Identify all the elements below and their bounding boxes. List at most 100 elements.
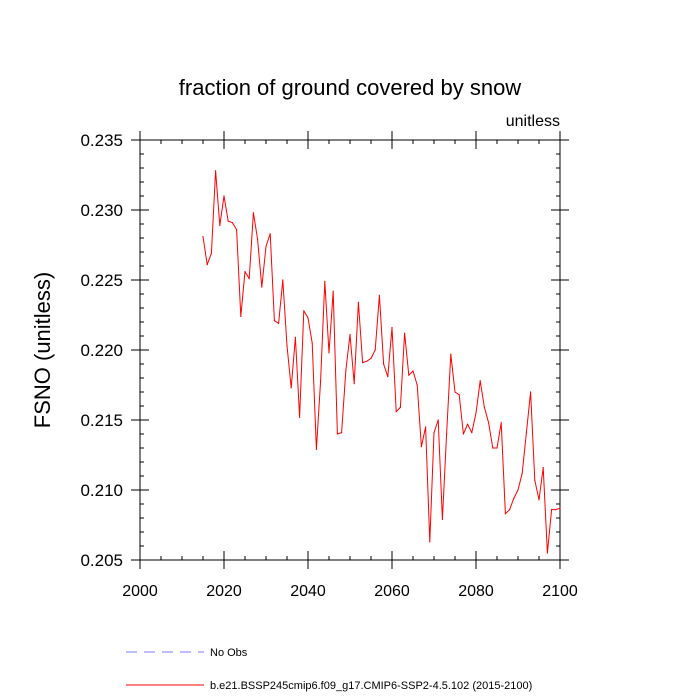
data-point — [370, 357, 372, 359]
data-point — [441, 518, 443, 521]
data-point — [341, 432, 343, 434]
data-point — [479, 380, 481, 382]
data-point — [282, 279, 284, 281]
data-point — [404, 332, 406, 334]
data-point — [278, 322, 280, 324]
data-point — [551, 509, 553, 511]
data-point — [462, 433, 464, 435]
data-point — [500, 422, 502, 424]
data-point — [483, 406, 485, 408]
y-tick-label: 0.225 — [80, 271, 123, 290]
data-point — [530, 391, 532, 393]
legend-label: b.e21.BSSP245cmip6.f09_g17.CMIP6-SSP2-4.… — [210, 680, 532, 692]
data-point — [412, 370, 414, 372]
data-point — [320, 380, 322, 382]
data-point — [248, 278, 250, 280]
data-point — [307, 317, 309, 319]
data-point — [202, 236, 204, 238]
data-point — [387, 376, 389, 378]
x-tick-label: 2020 — [206, 583, 242, 600]
data-point — [315, 448, 317, 450]
data-point — [299, 416, 301, 418]
legend-label: No Obs — [210, 647, 248, 659]
data-point — [496, 447, 498, 449]
chart-title: fraction of ground covered by snow — [179, 75, 522, 100]
data-point — [311, 342, 313, 344]
data-point — [429, 541, 431, 543]
data-point — [273, 320, 275, 322]
data-point — [215, 170, 217, 172]
data-point — [408, 374, 410, 376]
data-point — [454, 391, 456, 393]
data-point — [353, 383, 355, 385]
data-point — [265, 245, 267, 247]
data-point — [303, 310, 305, 312]
data-point — [345, 370, 347, 372]
data-point — [446, 433, 448, 435]
data-point — [559, 507, 561, 509]
data-point — [269, 233, 271, 235]
data-point — [509, 509, 511, 511]
data-point — [286, 345, 288, 347]
data-point — [546, 552, 549, 554]
data-point — [328, 352, 330, 354]
x-tick-label: 2060 — [374, 583, 410, 600]
data-point — [525, 432, 528, 434]
data-point — [332, 290, 334, 292]
data-point — [555, 509, 557, 511]
data-point — [349, 334, 351, 336]
x-tick-label: 2080 — [458, 583, 494, 600]
x-tick-label: 2040 — [290, 583, 326, 600]
data-point — [362, 362, 364, 364]
legend: No Obs b.e21.BSSP245cmip6.f09_g17.CMIP6-S… — [126, 647, 532, 692]
y-axis-label: FSNO (unitless) — [30, 272, 55, 428]
series-line — [202, 170, 561, 554]
data-point — [366, 360, 368, 362]
data-point — [383, 363, 385, 365]
data-point — [244, 271, 246, 273]
y-tick-label: 0.220 — [80, 341, 123, 360]
data-point — [290, 387, 292, 389]
data-point — [336, 433, 338, 435]
x-tick-label: 2100 — [542, 583, 578, 600]
data-point — [395, 411, 397, 413]
data-point — [210, 252, 212, 254]
data-point — [467, 423, 469, 425]
data-point — [223, 195, 225, 197]
data-point — [236, 229, 238, 231]
y-tick-label: 0.210 — [80, 481, 123, 500]
y-tick-label: 0.215 — [80, 411, 123, 430]
data-point — [425, 426, 427, 428]
data-point — [492, 447, 494, 449]
y-tick-label: 0.235 — [80, 131, 123, 150]
data-point — [416, 384, 418, 386]
data-point — [294, 336, 296, 338]
y-tick-label: 0.205 — [80, 551, 123, 570]
axis-ticks: 2000 2020 2040 2060 2080 2100 0.205 0.210 0.215 0… — [80, 131, 578, 600]
units-label: unitless — [506, 113, 560, 130]
data-point — [534, 479, 536, 481]
data-point — [488, 422, 490, 424]
data-point — [374, 349, 376, 351]
data-point — [252, 212, 254, 214]
data-series — [202, 170, 561, 554]
data-point — [521, 472, 523, 474]
data-point — [437, 419, 439, 421]
data-point — [206, 264, 208, 266]
data-point — [471, 432, 473, 434]
y-tick-label: 0.230 — [80, 201, 123, 220]
data-point — [231, 222, 233, 224]
data-point — [504, 513, 506, 515]
plot-frame — [139, 139, 561, 561]
data-point — [420, 446, 422, 448]
data-point — [391, 327, 393, 329]
data-point — [240, 315, 242, 317]
data-point — [538, 499, 540, 501]
data-point — [450, 353, 452, 355]
data-point — [378, 294, 380, 296]
data-point — [399, 406, 401, 408]
data-point — [517, 489, 519, 491]
data-point — [219, 224, 221, 226]
data-point — [458, 394, 460, 396]
